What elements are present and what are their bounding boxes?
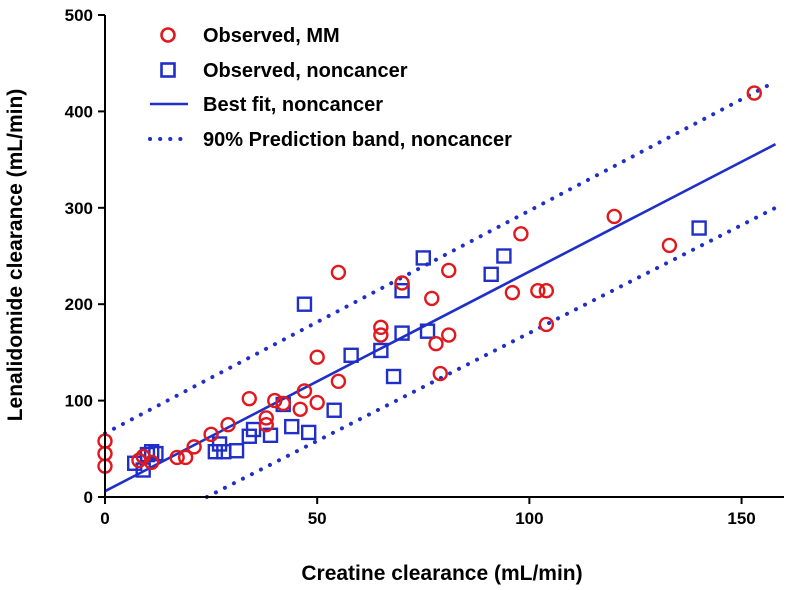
mm-point xyxy=(267,392,283,409)
legend-entry-observed-noncancer: Observed, noncancer xyxy=(160,60,408,82)
x-ticks: 0 50 100 150 xyxy=(100,497,756,528)
mm-point xyxy=(292,401,308,417)
noncancer-point xyxy=(394,325,410,341)
mm-point xyxy=(428,336,444,352)
legend-square-marker-icon xyxy=(160,62,176,78)
legend-entry-prediction-band: 90% Prediction band, noncancer xyxy=(148,129,512,151)
x-axis-title: Creatine clearance (mL/min) xyxy=(301,562,582,585)
noncancer-point xyxy=(394,283,410,299)
x-tick-label: 50 xyxy=(308,509,327,528)
noncancer-point xyxy=(385,368,402,385)
x-tick-label: 100 xyxy=(515,509,543,528)
mm-point xyxy=(746,85,762,101)
noncancer-point xyxy=(483,266,499,283)
y-axis-title: Lenalidomide clearance (mL/min) xyxy=(4,89,27,422)
mm-point xyxy=(330,373,347,390)
mm-point xyxy=(373,327,389,343)
mm-point xyxy=(513,226,529,242)
mm-point xyxy=(241,390,257,407)
mm-point xyxy=(275,395,291,412)
mm-point xyxy=(258,410,274,426)
legend-label-observed-noncancer: Observed, noncancer xyxy=(203,60,408,82)
noncancer-point xyxy=(343,347,359,363)
mm-point xyxy=(177,449,194,466)
mm-point xyxy=(538,283,555,299)
mm-point xyxy=(309,349,325,365)
prediction-band-lower-line xyxy=(204,205,778,499)
mm-point xyxy=(296,383,313,399)
x-tick-label: 0 xyxy=(100,509,109,528)
legend-label-observed-mm: Observed, MM xyxy=(203,25,340,47)
legend-entry-observed-mm: Observed, MM xyxy=(160,25,340,47)
mm-point xyxy=(258,417,274,433)
y-ticks: 0 100 200 300 400 500 xyxy=(65,6,105,507)
mm-point xyxy=(424,290,440,307)
mm-point xyxy=(530,283,546,299)
mm-point xyxy=(309,394,325,411)
axes: 0 50 100 150 0 100 200 300 400 500 xyxy=(65,6,784,528)
mm-point xyxy=(169,449,185,466)
noncancer-point xyxy=(373,342,389,359)
noncancer-point xyxy=(301,424,317,441)
noncancer-point xyxy=(691,220,707,236)
noncancer-point xyxy=(228,443,245,459)
noncancer-point xyxy=(419,323,436,339)
noncancer-point xyxy=(245,421,262,438)
legend-label-prediction-band: 90% Prediction band, noncancer xyxy=(203,129,512,151)
y-tick-label: 200 xyxy=(65,295,93,314)
mm-point xyxy=(373,319,389,336)
mm-point xyxy=(432,365,448,382)
noncancer-point xyxy=(211,436,228,452)
noncancer-point xyxy=(216,443,232,460)
mm-point xyxy=(441,262,457,279)
noncancer-point xyxy=(415,250,431,266)
y-tick-label: 0 xyxy=(84,488,93,507)
mm-point xyxy=(661,237,678,254)
y-tick-label: 100 xyxy=(65,392,93,411)
mm-point xyxy=(203,426,219,443)
noncancer-point xyxy=(143,443,160,460)
mm-point xyxy=(220,417,236,433)
mm-point xyxy=(186,439,202,455)
legend-circle-marker-icon xyxy=(160,27,176,43)
mm-point xyxy=(504,284,521,301)
noncancer-point xyxy=(496,248,512,264)
y-tick-label: 400 xyxy=(65,102,93,121)
y-tick-label: 300 xyxy=(65,199,93,218)
mm-point xyxy=(394,275,410,291)
mm-point xyxy=(143,454,160,470)
noncancer-point xyxy=(326,402,342,418)
x-tick-label: 150 xyxy=(727,509,755,528)
legend: Observed, MM Observed, noncancer Best fi… xyxy=(148,25,512,151)
noncancer-point xyxy=(284,418,300,435)
mm-point xyxy=(538,316,555,333)
mm-point xyxy=(330,264,347,281)
noncancer-point xyxy=(207,443,224,460)
noncancer-point xyxy=(296,296,313,312)
mm-point xyxy=(441,327,457,343)
legend-label-best-fit: Best fit, noncancer xyxy=(203,94,383,116)
legend-entry-best-fit: Best fit, noncancer xyxy=(150,94,383,116)
y-tick-label: 500 xyxy=(65,6,93,25)
mm-point xyxy=(606,208,622,225)
